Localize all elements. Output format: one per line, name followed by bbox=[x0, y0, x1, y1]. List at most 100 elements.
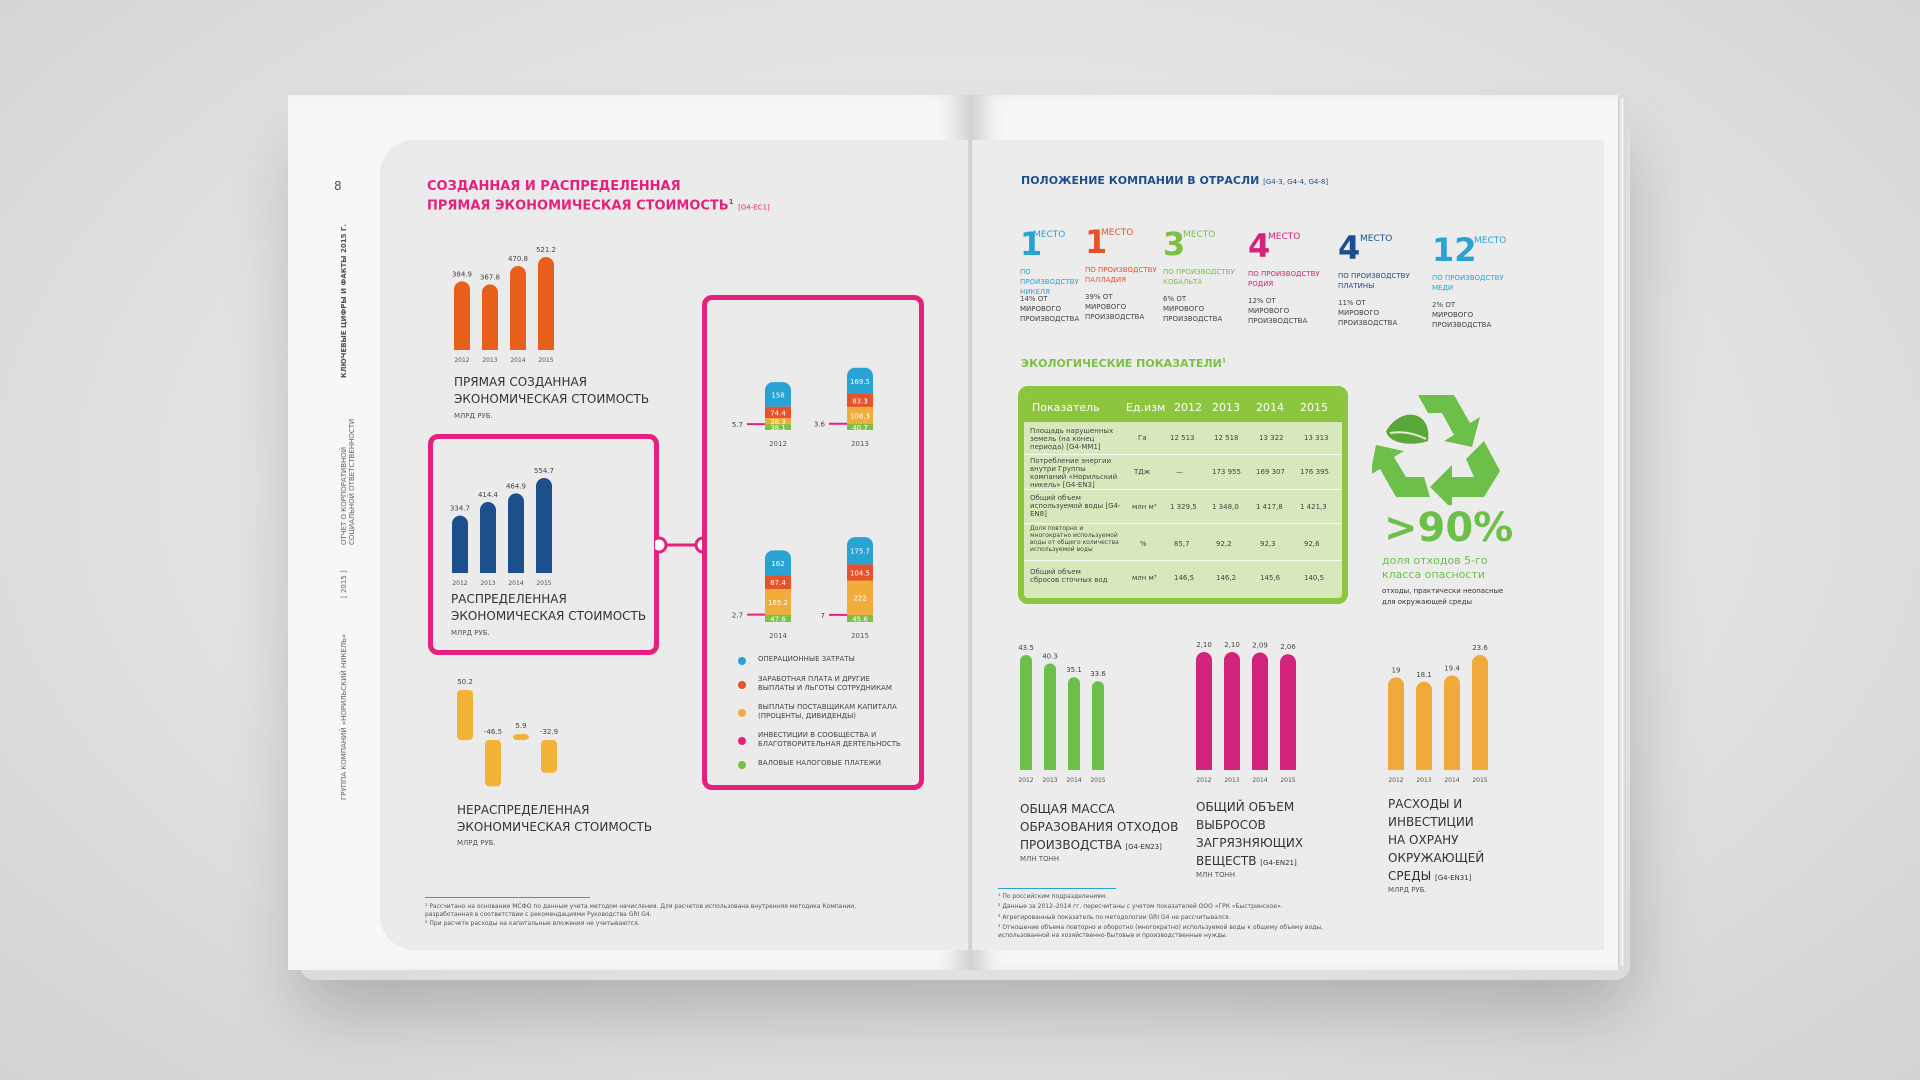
table-cell: 1 421,3 bbox=[1300, 503, 1327, 511]
table-cell: Площадь нарушенных земель (на конец пери… bbox=[1030, 427, 1114, 452]
data-label: 158 bbox=[771, 391, 784, 399]
bar bbox=[1252, 652, 1268, 770]
data-label: 2,10 bbox=[1196, 641, 1212, 649]
rank-what: ПО ПРОИЗВОДСТВУ ПЛАТИНЫ bbox=[1338, 272, 1410, 290]
tick-label: 2014 bbox=[1252, 777, 1267, 784]
waste-caption-line: ОБЩАЯ МАССА bbox=[1020, 802, 1115, 816]
table-cell: 176 395 bbox=[1300, 468, 1329, 476]
undistributed-value-chart: 50.2 -46.5 5.9 -32.9 bbox=[457, 678, 558, 787]
waste-caption-code: [G4-EN23] bbox=[1125, 843, 1162, 851]
data-label: 87.4 bbox=[770, 579, 786, 587]
data-label: 2,10 bbox=[1224, 641, 1240, 649]
bar-base bbox=[510, 342, 526, 350]
rank-what: ПО ПРОИЗВОДСТВУ ПАЛЛАДИЯ bbox=[1085, 266, 1157, 284]
data-label: 38.1 bbox=[770, 424, 786, 432]
rank-word: МЕСТО bbox=[1474, 236, 1507, 246]
table-cell: 12 518 bbox=[1214, 434, 1239, 442]
eco-title: ЭКОЛОГИЧЕСКИЕ ПОКАЗАТЕЛИ1 bbox=[1021, 357, 1227, 371]
legend-label: ИНВЕСТИЦИИ В СООБЩЕСТВА И БЛАГОТВОРИТЕЛЬ… bbox=[758, 731, 901, 749]
waste-caption-line: ОБРАЗОВАНИЯ ОТХОДОВ bbox=[1020, 820, 1179, 834]
emissions-caption: ОБЩИЙ ОБЪЕМ ВЫБРОСОВ ЗАГРЯЗНЯЮЩИХ ВЕЩЕСТ… bbox=[1196, 798, 1303, 881]
rank-share: 12% ОТ МИРОВОГО ПРОИЗВОДСТВА bbox=[1248, 297, 1308, 326]
expenses-caption-line: ИНВЕСТИЦИИ bbox=[1388, 815, 1474, 829]
stack-segment bbox=[847, 406, 873, 424]
legend-label: ВЫПЛАТЫ ПОСТАВЩИКАМ КАПИТАЛА (ПРОЦЕНТЫ, … bbox=[758, 703, 897, 721]
data-label: 5.7 bbox=[732, 421, 743, 429]
table-header-cell: 2015 bbox=[1300, 401, 1328, 414]
rank-number: 1 bbox=[1085, 223, 1108, 261]
bar bbox=[454, 281, 470, 350]
legend-label: ОПЕРАЦИОННЫЕ ЗАТРАТЫ bbox=[758, 655, 855, 663]
bar-base bbox=[1068, 764, 1080, 770]
rank-word: МЕСТО bbox=[1268, 232, 1301, 242]
rank-number: 1 bbox=[1020, 225, 1043, 263]
recycle-icon bbox=[1372, 395, 1500, 505]
rank-share: 11% ОТ МИРОВОГО ПРОИЗВОДСТВА bbox=[1338, 299, 1398, 328]
created-label-line1: ПРЯМАЯ СОЗДАННАЯ bbox=[454, 375, 588, 389]
table-cell: млн м³ bbox=[1132, 574, 1157, 582]
distributed-unit: МЛРД РУБ. bbox=[451, 629, 490, 637]
data-label: 169.5 bbox=[850, 378, 870, 386]
table-header-cell: 2013 bbox=[1212, 401, 1240, 414]
data-label: 47.6 bbox=[770, 615, 786, 623]
stack-segment bbox=[847, 580, 873, 615]
bar bbox=[536, 478, 552, 573]
bar bbox=[1092, 681, 1104, 770]
rank-what: ПО ПРОИЗВОДСТВУ РОДИЯ bbox=[1248, 270, 1320, 288]
footnote-divider bbox=[425, 897, 590, 898]
emissions-caption-code: [G4-EN21] bbox=[1260, 859, 1297, 867]
bar bbox=[452, 515, 468, 573]
bar bbox=[1444, 675, 1460, 770]
data-label: 5.9 bbox=[515, 722, 526, 730]
rank-number: 4 bbox=[1338, 229, 1361, 267]
bar-base bbox=[508, 565, 524, 573]
row-divider bbox=[1024, 560, 1342, 561]
side-text-company: ГРУППА КОМПАНИЙ «НОРИЛЬСКИЙ НИКЕЛЬ» bbox=[340, 633, 348, 800]
right-title-text: ПОЛОЖЕНИЕ КОМПАНИИ В ОТРАСЛИ bbox=[1021, 174, 1260, 187]
data-label: 162 bbox=[771, 560, 784, 568]
distributed-value-chart: 334.7 2012 414.4 2013 464.9 2014 554.7 2015 bbox=[450, 467, 554, 587]
bar-base bbox=[1280, 762, 1296, 770]
tick-label: 2014 bbox=[769, 632, 787, 640]
data-label: 384.9 bbox=[452, 270, 472, 278]
tick-label: 2012 bbox=[1018, 777, 1033, 784]
waste-share-value: >90% bbox=[1384, 505, 1514, 551]
eco-title-sup: 1 bbox=[1221, 357, 1227, 365]
emissions-caption-line: ВЫБРОСОВ bbox=[1196, 818, 1266, 832]
emissions-caption-line: ОБЩИЙ ОБЪЕМ bbox=[1196, 800, 1295, 814]
bar-base bbox=[1416, 762, 1432, 770]
waste-share-line2: класса опасности bbox=[1382, 568, 1485, 581]
expenses-caption-text: СРЕДЫ bbox=[1388, 869, 1432, 883]
data-label: 414.4 bbox=[478, 491, 499, 499]
created-value-chart: 384.9 2012 367.8 2013 470.8 2014 521.2 2015 bbox=[452, 246, 556, 364]
distributed-label-line2: ЭКОНОМИЧЕСКАЯ СТОИМОСТЬ bbox=[451, 609, 647, 623]
rank-number: 12 bbox=[1432, 231, 1477, 269]
data-label: 18.1 bbox=[1416, 671, 1432, 679]
row-divider bbox=[1024, 489, 1342, 490]
tick-label: 2013 bbox=[851, 440, 869, 448]
table-cell: 140,5 bbox=[1304, 574, 1325, 582]
table-header-cell: 2012 bbox=[1174, 401, 1202, 414]
table-header-cell: 2014 bbox=[1256, 401, 1284, 414]
bar-base bbox=[536, 565, 552, 573]
data-label: 40.7 bbox=[852, 424, 868, 432]
left-title-sup: 1 bbox=[728, 198, 734, 206]
table-cell: 92,3 bbox=[1260, 540, 1276, 548]
eco-title-text: ЭКОЛОГИЧЕСКИЕ ПОКАЗАТЕЛИ bbox=[1021, 357, 1222, 370]
data-label: -32.9 bbox=[540, 728, 558, 736]
data-label: 104.5 bbox=[850, 569, 870, 577]
stack-segment-fill bbox=[847, 385, 873, 394]
side-text-keyfacts: КЛЮЧЕВЫЕ ЦИФРЫ И ФАКТЫ 2015 Г. bbox=[340, 224, 348, 378]
data-label: 2,06 bbox=[1280, 643, 1296, 651]
breakdown-connector bbox=[655, 536, 705, 554]
bar-base bbox=[482, 342, 498, 350]
side-text-year: [ 2015 ] bbox=[340, 570, 348, 598]
row-divider bbox=[1024, 454, 1342, 455]
data-label: 108.3 bbox=[850, 412, 870, 420]
bar-base bbox=[480, 565, 496, 573]
table-cell: 12 513 bbox=[1170, 434, 1195, 442]
bar bbox=[482, 284, 498, 350]
right-footnote-2: ² Данные за 2012–2014 гг. пересчитаны с … bbox=[998, 903, 1283, 910]
bar bbox=[541, 740, 557, 773]
stack-segment bbox=[847, 614, 873, 622]
